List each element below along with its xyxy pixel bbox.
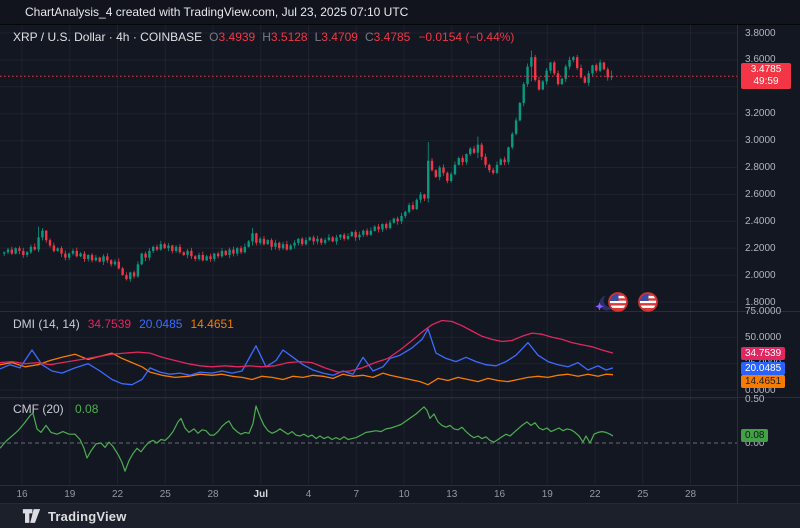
cmf-value: 0.08 bbox=[75, 402, 99, 416]
chart-title-bar: ChartAnalysis_4 created with TradingView… bbox=[0, 0, 800, 25]
axis-tick-label: 3.6000 bbox=[745, 54, 776, 66]
sparkle-icon bbox=[595, 302, 604, 311]
ohlc-value: 3.5128 bbox=[270, 30, 308, 44]
ohlc-label: L bbox=[314, 30, 322, 44]
tradingview-wordmark[interactable]: TradingView bbox=[48, 508, 127, 524]
symbol-legend: XRP / U.S. Dollar · 4h · COINBASE O3.4939… bbox=[13, 30, 514, 44]
axis-tick-label: 1.8000 bbox=[745, 296, 776, 308]
time-tick-label: 28 bbox=[207, 489, 219, 500]
axis-tick-label: 3.0000 bbox=[745, 135, 776, 147]
axis-tick-label: 50.0000 bbox=[745, 331, 782, 343]
axis-tick-label: 75.0000 bbox=[745, 305, 782, 317]
cmf-axis-badge: 0.08 bbox=[741, 429, 769, 443]
axis-tick-label: 0.0000 bbox=[745, 384, 776, 396]
dmi-pane[interactable] bbox=[0, 312, 737, 397]
axis-tick-label: 0.00 bbox=[745, 437, 765, 449]
axis-tick-label: 2.4000 bbox=[745, 215, 776, 227]
pane-separator[interactable] bbox=[0, 311, 800, 312]
axis-tick-label: 2.0000 bbox=[745, 269, 776, 281]
symbol-title: XRP / U.S. Dollar · 4h · COINBASE bbox=[13, 30, 203, 44]
ohlc-label: H bbox=[262, 30, 271, 44]
time-tick-label: 7 bbox=[353, 489, 360, 500]
dmi-axis-badge: 34.7539 bbox=[741, 346, 786, 360]
dmi-title: DMI (14, 14) bbox=[13, 317, 80, 331]
time-tick-label: 10 bbox=[398, 489, 410, 500]
cmf-title: CMF (20) bbox=[13, 402, 64, 416]
ohlc-value: 3.4709 bbox=[321, 30, 358, 44]
pane-separator[interactable] bbox=[0, 397, 800, 398]
axis-tick-label: 2.6000 bbox=[745, 188, 776, 200]
time-tick-label: 22 bbox=[111, 489, 124, 500]
time-tick-label: 13 bbox=[446, 489, 458, 500]
dmi-value: 34.7539 bbox=[87, 317, 132, 331]
dmi-legend: DMI (14, 14) 34.7539 20.0485 14.4651 bbox=[13, 317, 234, 331]
last-price-badge: 3.4785 49:59 bbox=[741, 63, 791, 90]
price-axis[interactable]: 3.4785 49:59 3.80003.60003.40003.20003.0… bbox=[737, 25, 800, 503]
cmf-legend: CMF (20) 0.08 bbox=[13, 402, 98, 416]
last-price-value: 3.4785 bbox=[750, 64, 782, 76]
dmi-value: 20.0485 bbox=[139, 317, 183, 331]
time-tick-label: 25 bbox=[159, 489, 171, 500]
cmf-pane[interactable] bbox=[0, 398, 737, 485]
time-tick-label: 25 bbox=[637, 489, 649, 500]
time-tick-label: 16 bbox=[493, 489, 506, 500]
time-tick-label: 4 bbox=[305, 489, 312, 500]
time-tick-label: 28 bbox=[684, 489, 697, 500]
ohlc-value: 3.4785 bbox=[373, 30, 411, 44]
time-axis[interactable]: 16 19 22 25 28 Jul 4 7 10 13 16 19 22 25 28 bbox=[0, 485, 800, 504]
dmi-axis-badge: 20.0485 bbox=[741, 362, 786, 376]
axis-tick-label: 3.2000 bbox=[745, 108, 776, 120]
ohlc-value: 3.4939 bbox=[218, 30, 256, 44]
time-tick-label: 22 bbox=[589, 489, 601, 500]
tradingview-logo-icon[interactable] bbox=[22, 508, 41, 524]
us-flag-event-icon[interactable] bbox=[608, 292, 628, 312]
axis-tick-label: 2.2000 bbox=[745, 242, 776, 254]
us-flag-event-icon[interactable] bbox=[638, 292, 658, 312]
watermark-bar: TradingView bbox=[0, 503, 800, 528]
axis-tick-label: 3.8000 bbox=[745, 27, 776, 39]
time-tick-label: 19 bbox=[541, 489, 553, 500]
chart-title: ChartAnalysis_4 created with TradingView… bbox=[25, 5, 409, 19]
price-pane[interactable] bbox=[0, 25, 737, 311]
bar-countdown: 49:59 bbox=[753, 76, 779, 88]
time-tick-label: 16 bbox=[16, 489, 28, 500]
price-change: −0.0154 (−0.44%) bbox=[418, 30, 515, 44]
time-tick-label: Jul bbox=[253, 489, 268, 500]
axis-tick-label: 2.8000 bbox=[745, 162, 776, 173]
time-tick-label: 19 bbox=[64, 489, 76, 500]
ohlc-label: C bbox=[364, 30, 374, 44]
axis-tick-label: 0.50 bbox=[745, 393, 765, 405]
ohlc-label: O bbox=[209, 30, 219, 44]
dmi-value: 14.4651 bbox=[190, 317, 234, 331]
event-icons-group[interactable] bbox=[594, 289, 666, 316]
dmi-axis-badge: 14.4651 bbox=[741, 375, 786, 389]
